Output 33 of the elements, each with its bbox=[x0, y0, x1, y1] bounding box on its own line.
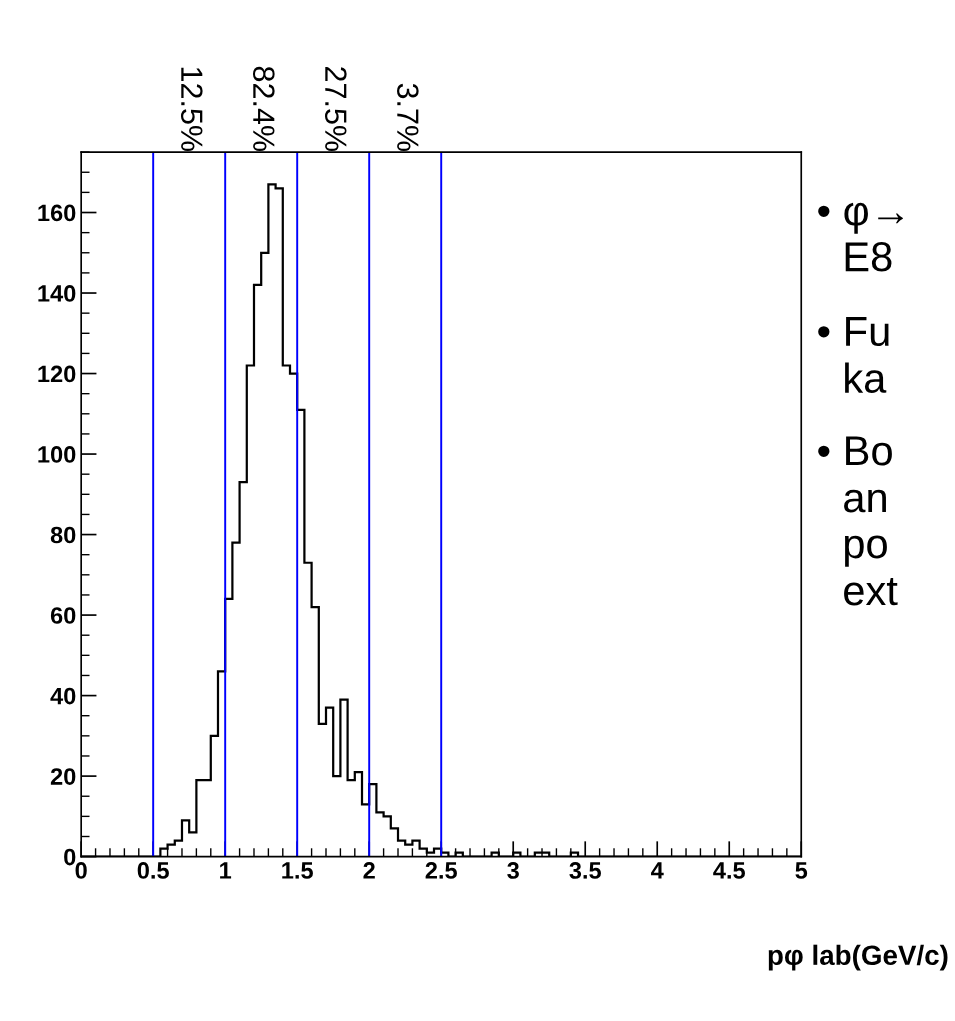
x-tick-label: 1 bbox=[220, 862, 232, 879]
y-tick-label: 160 bbox=[38, 204, 76, 222]
x-tick-label: 3.5 bbox=[569, 862, 601, 879]
x-tick-label: 0.5 bbox=[137, 862, 169, 879]
text: ka bbox=[845, 362, 887, 394]
x-tick-label: 2.5 bbox=[425, 862, 457, 879]
y-tick-label: 40 bbox=[50, 687, 76, 705]
text: po bbox=[845, 535, 887, 567]
y-tick-label: 20 bbox=[50, 768, 76, 785]
text: E8 bbox=[845, 242, 892, 272]
text: 12.5% bbox=[180, 67, 203, 152]
x-tick-label: 2 bbox=[363, 862, 375, 879]
y-tick-label: 60 bbox=[50, 607, 76, 624]
text: 82.4% bbox=[252, 66, 275, 152]
x-axis-title: pφ lab(GeV/c) bbox=[768, 944, 948, 971]
x-tick-label: 1.5 bbox=[282, 862, 313, 879]
y-tick-label: 80 bbox=[50, 526, 76, 544]
x-tick-label: 5 bbox=[795, 862, 808, 879]
text: an bbox=[844, 489, 886, 513]
text: ext bbox=[844, 578, 898, 606]
x-tick-label: 0 bbox=[75, 862, 87, 879]
x-tick-label: 4 bbox=[651, 862, 664, 879]
text: • Fu bbox=[818, 317, 889, 347]
x-tick-label: 3 bbox=[507, 862, 519, 879]
y-tick-label: 120 bbox=[38, 365, 76, 383]
y-tick-label: 0 bbox=[64, 848, 76, 866]
text: 3.7% bbox=[397, 83, 419, 152]
y-tick-label: 140 bbox=[38, 285, 76, 302]
text: • Bo bbox=[818, 436, 892, 466]
x-tick-label: 4.5 bbox=[713, 862, 745, 879]
text: • φ→ bbox=[818, 202, 903, 234]
text: 27.5% bbox=[325, 67, 347, 152]
y-tick-label: 100 bbox=[38, 446, 76, 463]
